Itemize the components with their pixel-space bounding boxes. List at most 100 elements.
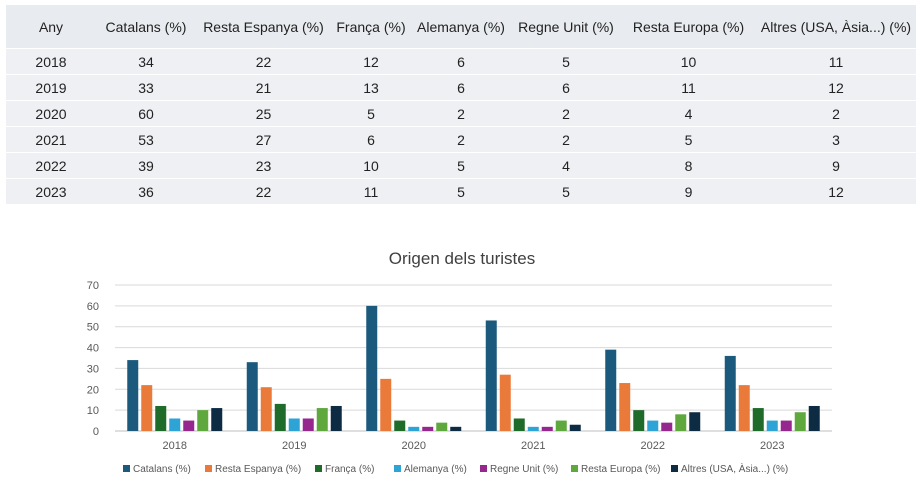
bar xyxy=(197,410,209,431)
x-tick-label: 2018 xyxy=(163,440,187,452)
bar xyxy=(422,426,434,431)
x-tick-label: 2023 xyxy=(760,440,784,452)
table-row: 2021 53 27 6 2 2 5 3 xyxy=(6,126,916,153)
bar xyxy=(141,385,153,431)
value-cell: 33 xyxy=(96,74,196,101)
bar xyxy=(619,383,631,431)
legend-item: Resta Espanya (%) xyxy=(205,464,301,475)
value-cell: 5 xyxy=(331,100,411,127)
value-cell: 22 xyxy=(196,48,331,75)
column-header-altres: Altres (USA, Àsia...) (%) xyxy=(756,5,916,49)
value-cell: 53 xyxy=(96,126,196,153)
value-cell: 25 xyxy=(196,100,331,127)
chart-legend: Catalans (%) Resta Espanya (%) França (%) A… xyxy=(123,462,788,475)
bar xyxy=(246,362,258,431)
bar xyxy=(527,426,539,431)
legend-label: Alemanya (%) xyxy=(404,464,467,475)
bar xyxy=(485,320,497,431)
bar xyxy=(155,405,167,431)
y-tick-label: 40 xyxy=(87,343,99,355)
x-tick-label: 2019 xyxy=(282,440,306,452)
bar xyxy=(260,387,272,431)
table-row: 2022 39 23 10 5 4 8 9 xyxy=(6,152,916,179)
bar xyxy=(380,378,392,431)
legend-swatch xyxy=(205,465,212,472)
value-cell: 12 xyxy=(756,74,916,101)
bar xyxy=(127,360,139,431)
legend-label: Altres (USA, Àsia...) (%) xyxy=(681,462,788,475)
table-body: 2018 34 22 12 6 5 10 11 2019 33 21 13 6 6 11 12 2020 60 25… xyxy=(6,48,916,205)
bar xyxy=(541,426,553,431)
bar xyxy=(647,420,659,431)
column-header-regne-unit: Regne Unit (%) xyxy=(511,5,621,49)
bar xyxy=(394,420,406,431)
value-cell: 11 xyxy=(621,74,756,101)
legend-swatch xyxy=(671,465,678,472)
x-tick-label: 2021 xyxy=(521,440,545,452)
legend-label: Regne Unit (%) xyxy=(490,464,558,475)
legend-swatch xyxy=(571,465,578,472)
year-cell: 2019 xyxy=(6,74,96,101)
value-cell: 2 xyxy=(756,100,916,127)
value-cell: 4 xyxy=(621,100,756,127)
y-axis: 0 10 20 30 40 50 60 70 xyxy=(87,280,99,438)
value-cell: 5 xyxy=(411,152,511,179)
legend-swatch xyxy=(394,465,401,472)
y-tick-label: 20 xyxy=(87,384,99,396)
column-header-any: Any xyxy=(6,5,96,49)
bar xyxy=(499,374,511,431)
legend-swatch xyxy=(123,465,130,472)
value-cell: 4 xyxy=(511,152,621,179)
bar xyxy=(569,424,581,431)
value-cell: 39 xyxy=(96,152,196,179)
legend-label: França (%) xyxy=(325,464,374,475)
legend-item: Regne Unit (%) xyxy=(480,464,558,475)
value-cell: 2 xyxy=(511,100,621,127)
year-cell: 2022 xyxy=(6,152,96,179)
value-cell: 2 xyxy=(411,100,511,127)
table-row: 2023 36 22 11 5 5 9 12 xyxy=(6,178,916,205)
chart-bars xyxy=(127,305,820,431)
value-cell: 21 xyxy=(196,74,331,101)
x-axis: 2018 2019 2020 2021 2022 2023 xyxy=(163,440,785,452)
bar xyxy=(738,385,750,431)
legend-label: Catalans (%) xyxy=(133,464,191,475)
value-cell: 2 xyxy=(411,126,511,153)
year-cell: 2018 xyxy=(6,48,96,75)
data-table: Any Catalans (%) Resta Espanya (%) Franç… xyxy=(6,5,916,205)
year-cell: 2023 xyxy=(6,178,96,205)
legend-label: Resta Espanya (%) xyxy=(215,464,301,475)
legend-swatch xyxy=(480,465,487,472)
legend-label: Resta Europa (%) xyxy=(581,464,660,475)
bar xyxy=(330,405,342,431)
value-cell: 2 xyxy=(511,126,621,153)
bar xyxy=(794,412,806,431)
bar xyxy=(605,349,617,431)
y-tick-label: 70 xyxy=(87,280,99,292)
bar xyxy=(302,418,314,431)
bar xyxy=(752,408,764,431)
bar xyxy=(689,412,701,431)
legend-item: Catalans (%) xyxy=(123,464,191,475)
value-cell: 12 xyxy=(756,178,916,205)
legend-swatch xyxy=(315,465,322,472)
bar xyxy=(661,422,673,431)
x-tick-label: 2020 xyxy=(402,440,426,452)
value-cell: 6 xyxy=(331,126,411,153)
bar xyxy=(513,418,525,431)
value-cell: 11 xyxy=(756,48,916,75)
legend-item: França (%) xyxy=(315,464,374,475)
value-cell: 36 xyxy=(96,178,196,205)
bar xyxy=(436,422,448,431)
value-cell: 5 xyxy=(511,178,621,205)
bar-chart: Origen dels turistes 0 10 20 30 40 50 60 70 201… xyxy=(87,249,832,475)
column-header-resta-europa: Resta Europa (%) xyxy=(621,5,756,49)
bar xyxy=(183,420,195,431)
column-header-catalans: Catalans (%) xyxy=(96,5,196,49)
value-cell: 11 xyxy=(331,178,411,205)
y-tick-label: 50 xyxy=(87,322,99,334)
value-cell: 5 xyxy=(621,126,756,153)
bar xyxy=(274,403,286,431)
bar xyxy=(555,420,567,431)
bar xyxy=(675,414,687,431)
